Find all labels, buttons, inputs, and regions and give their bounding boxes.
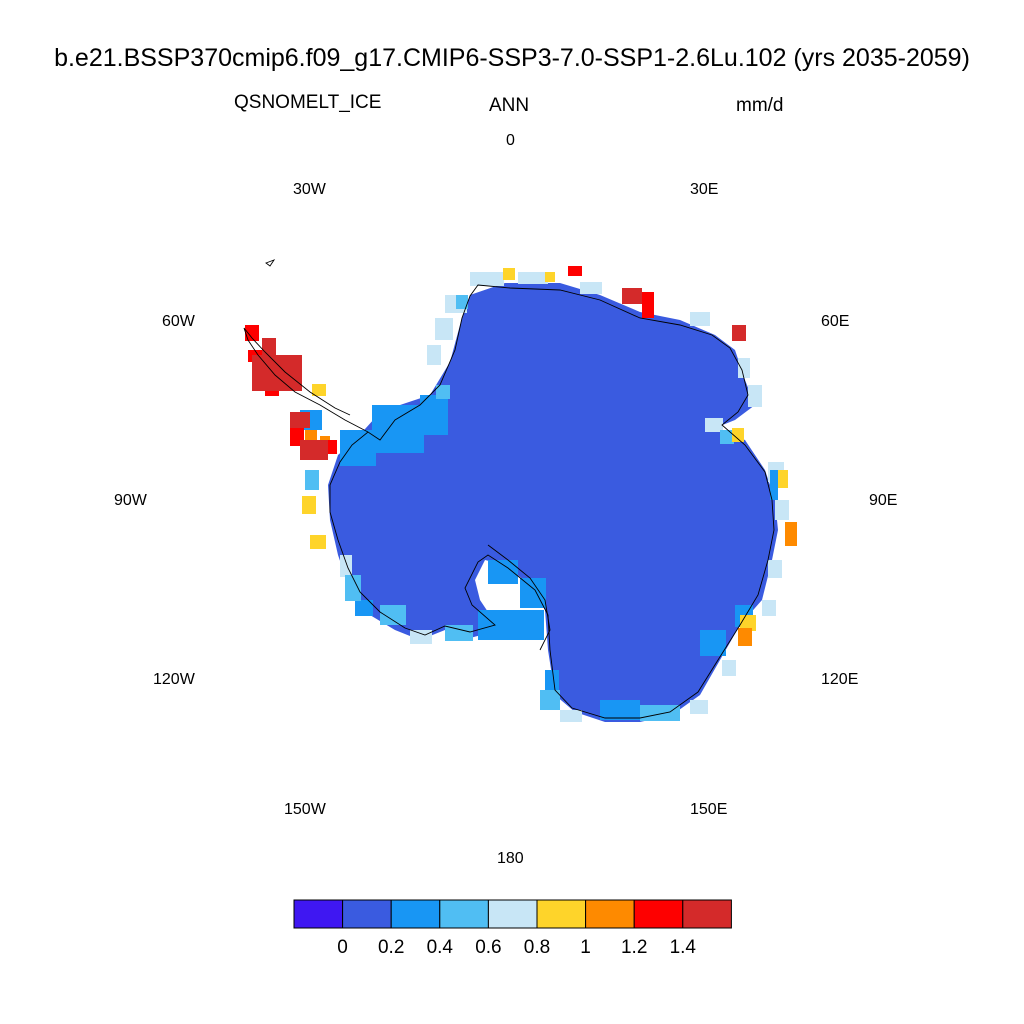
colorbar-swatch-4 — [487, 899, 538, 929]
colorbar-swatch-7 — [633, 899, 684, 929]
colorbar-tick-label: 1.2 — [621, 937, 647, 958]
colorbar-swatch-1 — [342, 899, 392, 929]
colorbar-tick-label: 1 — [580, 937, 591, 958]
lon-label-0: 0 — [506, 132, 515, 149]
colorbar-tick-label: 1.4 — [670, 937, 697, 958]
colorbar-tick-label: 0 — [337, 937, 348, 958]
coastal-ring — [340, 272, 789, 722]
colorbar-swatch-3 — [439, 899, 489, 929]
variable-name: QSNOMELT_ICE — [234, 92, 382, 113]
peninsula-coastline — [243, 327, 369, 433]
coastline — [329, 284, 775, 719]
season-label: ANN — [489, 95, 530, 116]
lon-label-30w: 30W — [293, 181, 326, 198]
ross-ice-shelf-outline — [487, 544, 551, 651]
south-orkney-outline — [265, 259, 276, 267]
colorbar-swatch-6 — [585, 899, 635, 929]
lon-label-120e: 120E — [821, 671, 859, 688]
lon-label-60w: 60W — [162, 313, 195, 330]
lon-label-120w: 120W — [153, 671, 195, 688]
coastal-lightblue-patches — [305, 295, 734, 721]
lon-label-90w: 90W — [114, 492, 147, 509]
plot-title: b.e21.BSSP370cmip6.f09_g17.CMIP6-SSP3-7.… — [54, 44, 970, 72]
colorbar-swatch-2 — [390, 899, 441, 929]
colorbar-tick-label: 0.8 — [524, 937, 550, 958]
melt-darkred-patches — [252, 288, 746, 460]
lon-label-90e: 90E — [869, 492, 898, 509]
lon-label-60e: 60E — [821, 313, 850, 330]
colorbar-tick-label: 0.2 — [378, 937, 404, 958]
lon-label-180: 180 — [497, 850, 524, 867]
colorbar-tick-label: 0.6 — [475, 937, 501, 958]
lon-label-150e: 150E — [690, 801, 728, 818]
lon-label-150w: 150W — [284, 801, 326, 818]
colorbar-swatch-5 — [536, 899, 587, 929]
units-label: mm/d — [736, 95, 784, 116]
colorbar-swatch-8 — [682, 899, 732, 929]
colorbar-tick-label: 0.4 — [427, 937, 454, 958]
colorbar-swatch-0 — [293, 899, 344, 929]
lon-label-30e: 30E — [690, 181, 719, 198]
